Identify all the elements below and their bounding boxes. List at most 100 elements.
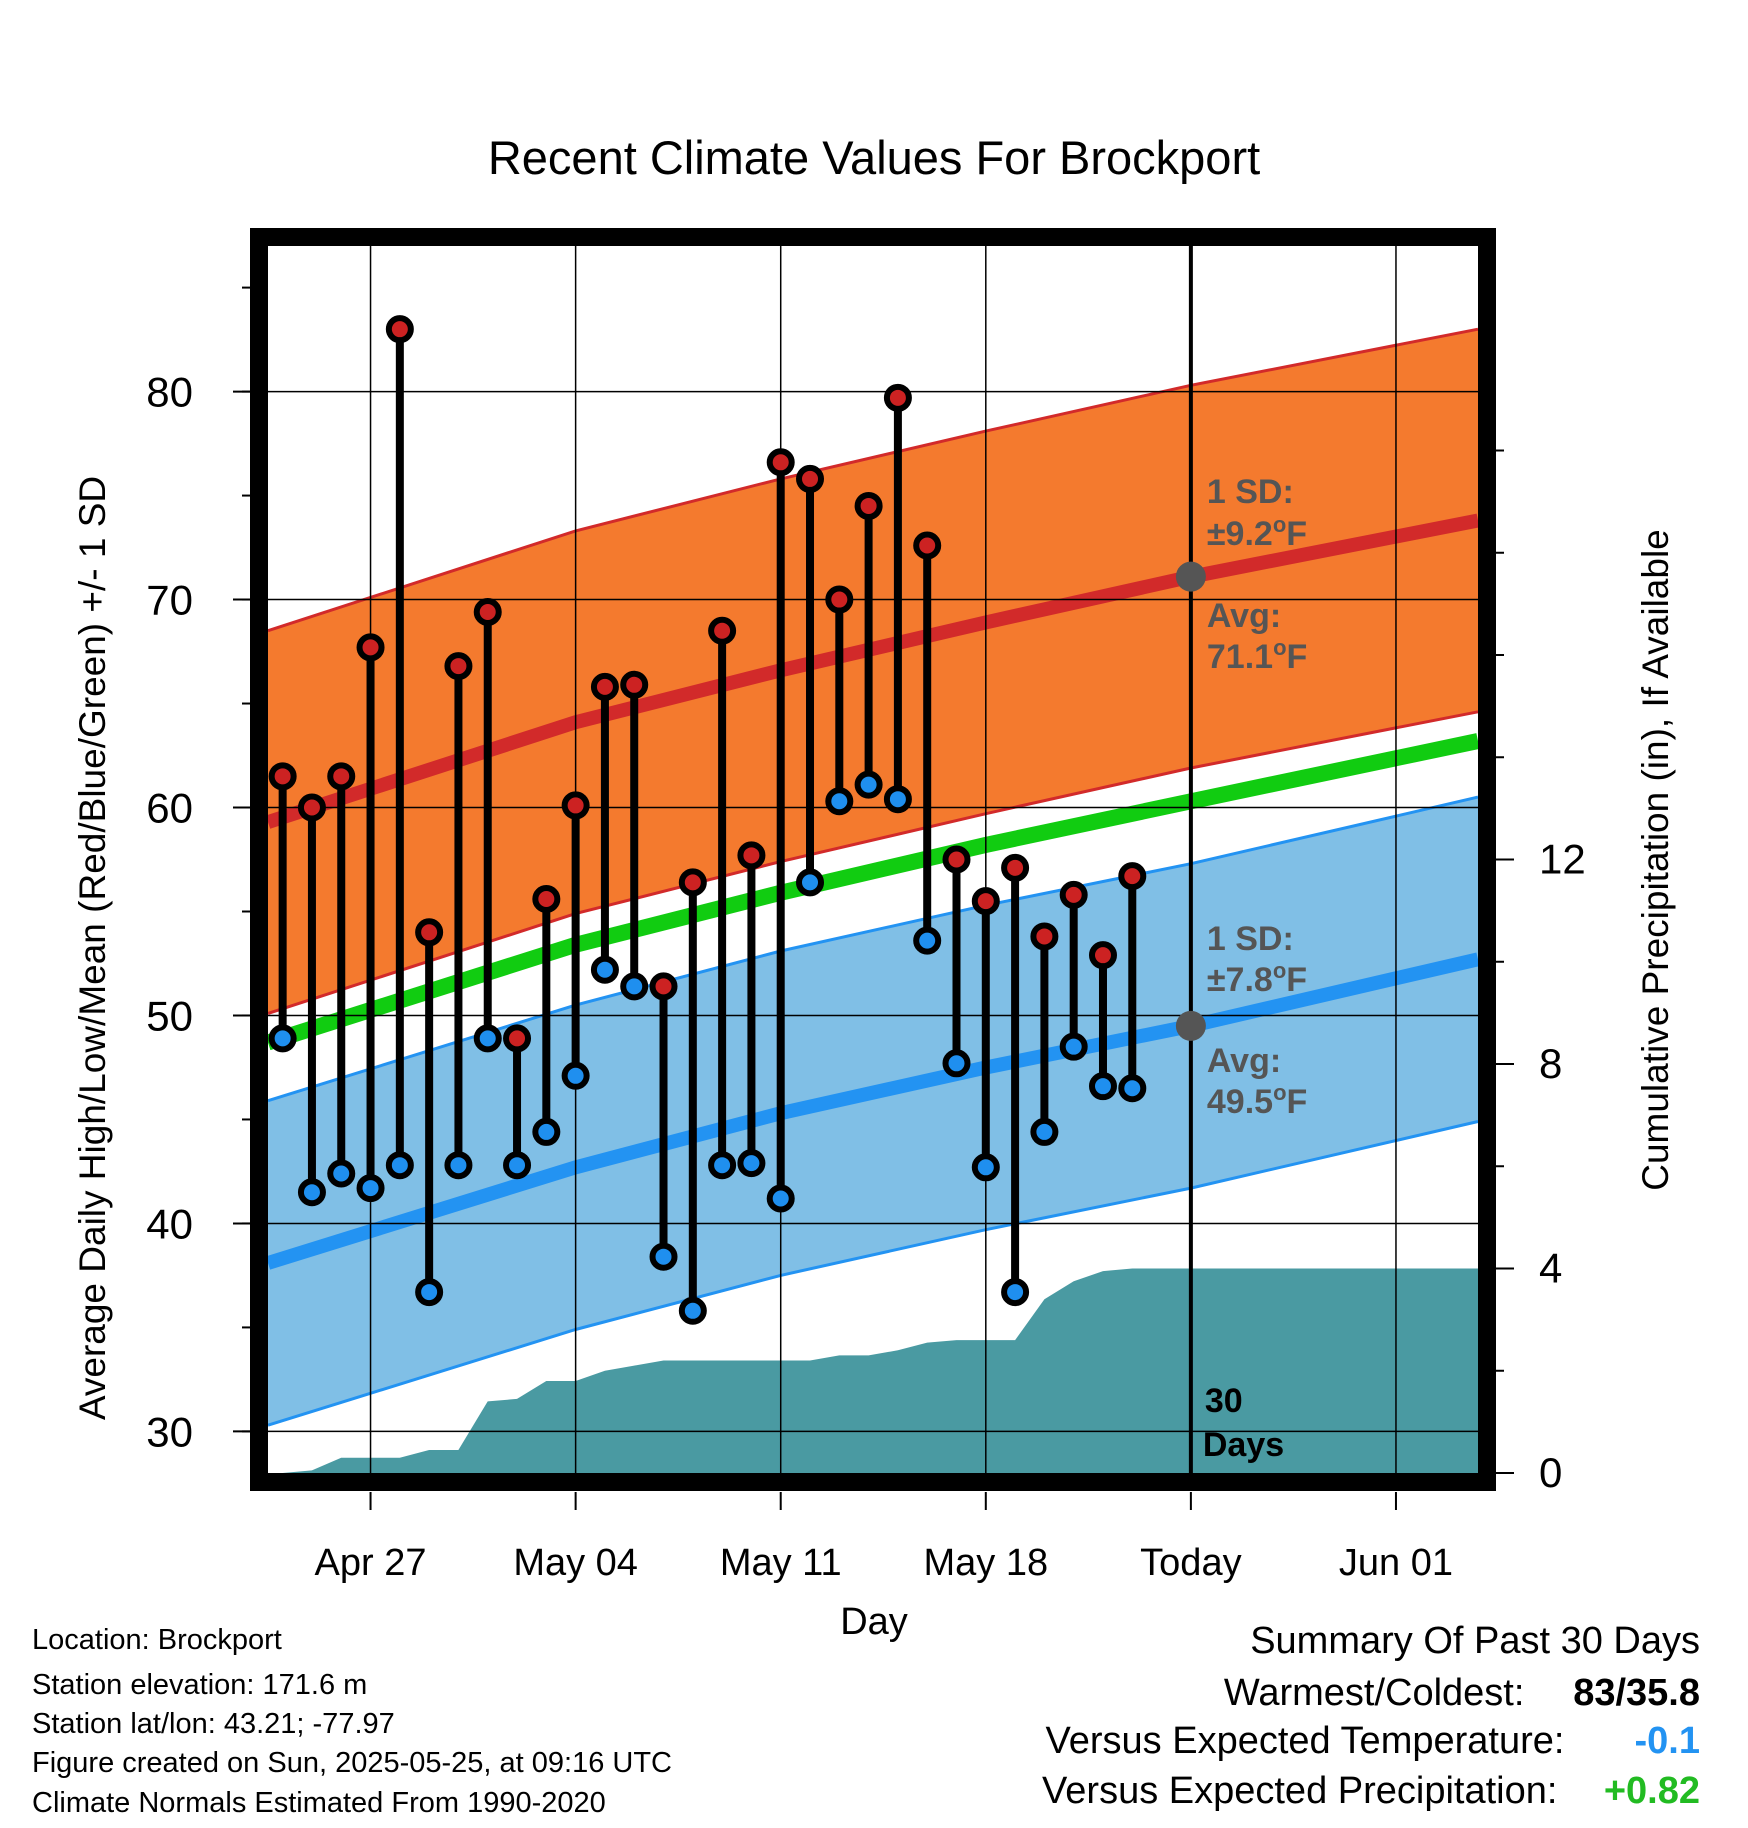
warmest-label: Warmest/Coldest: bbox=[1223, 1672, 1525, 1714]
low-avg-value: 49.5oF bbox=[1207, 1080, 1307, 1121]
daily-high-point bbox=[1030, 922, 1059, 951]
high-sd-band bbox=[268, 329, 1478, 1014]
daily-low-point bbox=[1030, 1117, 1059, 1146]
daily-low-point bbox=[297, 1178, 326, 1207]
daily-low-point bbox=[1088, 1072, 1117, 1101]
low-sd-lower-line bbox=[267, 1120, 1479, 1427]
daily-high-point bbox=[473, 598, 502, 627]
high-sd-value: ±9.2oF bbox=[1207, 512, 1307, 553]
daily-high-point bbox=[766, 448, 795, 477]
location-info: Location: Brockport bbox=[32, 1624, 282, 1656]
high-sd-lower-line bbox=[267, 710, 1479, 1015]
daily-high-point bbox=[532, 885, 561, 914]
daily-low-point bbox=[473, 1024, 502, 1053]
daily-high-point bbox=[590, 672, 619, 701]
daily-low-point bbox=[796, 868, 825, 897]
window-label-days: Days bbox=[1203, 1426, 1284, 1464]
daily-low-point bbox=[883, 785, 912, 814]
daily-low-point bbox=[620, 972, 649, 1001]
y-tick-label: 40 bbox=[146, 1200, 193, 1247]
warmest-value: 83/35.8 bbox=[1573, 1672, 1700, 1714]
daily-low-point bbox=[649, 1242, 678, 1271]
daily-low-point bbox=[561, 1061, 590, 1090]
high-avg-value: 71.1oF bbox=[1207, 635, 1307, 676]
y2-axis-title: Cumulative Precipitation (in), If Availa… bbox=[1635, 529, 1676, 1191]
y2-tick-label: 8 bbox=[1539, 1040, 1562, 1087]
daily-high-point bbox=[327, 762, 356, 791]
daily-high-point bbox=[796, 464, 825, 493]
high-avg-label: Avg: bbox=[1207, 597, 1281, 635]
plot-frame bbox=[250, 228, 1496, 1491]
temp-label: Versus Expected Temperature: bbox=[1045, 1720, 1565, 1762]
daily-low-point bbox=[385, 1151, 414, 1180]
daily-high-point bbox=[737, 841, 766, 870]
created-info: Figure created on Sun, 2025-05-25, at 09… bbox=[32, 1747, 672, 1779]
daily-high-point bbox=[385, 315, 414, 344]
daily-low-point bbox=[356, 1174, 385, 1203]
y-axis-title: Average Daily High/Low/Mean (Red/Blue/Gr… bbox=[72, 476, 113, 1420]
daily-high-point bbox=[678, 868, 707, 897]
daily-low-point bbox=[444, 1151, 473, 1180]
temp-value: -0.1 bbox=[1634, 1720, 1700, 1762]
y2-tick-label: 12 bbox=[1539, 836, 1586, 883]
daily-high-point bbox=[854, 491, 883, 520]
y2-tick-label: 4 bbox=[1539, 1245, 1562, 1292]
x-tick-label: May 04 bbox=[513, 1542, 638, 1584]
daily-low-point bbox=[913, 926, 942, 955]
daily-low-point bbox=[678, 1296, 707, 1325]
daily-high-point bbox=[297, 793, 326, 822]
daily-high-point bbox=[971, 887, 1000, 916]
x-tick-label: Apr 27 bbox=[315, 1542, 427, 1584]
summary-precip-row: Versus Expected Precipitation: +0.82 bbox=[1042, 1770, 1700, 1813]
daily-high-point bbox=[825, 585, 854, 614]
daily-low-point bbox=[825, 787, 854, 816]
summary-title: Summary Of Past 30 Days bbox=[1250, 1620, 1700, 1662]
daily-low-point bbox=[590, 955, 619, 984]
x-tick-label: Today bbox=[1140, 1542, 1241, 1584]
precip-label: Versus Expected Precipitation: bbox=[1042, 1770, 1558, 1812]
elevation-info: Station elevation: 171.6 m bbox=[32, 1669, 368, 1701]
high-normal-line bbox=[265, 513, 1480, 829]
daily-low-point bbox=[1001, 1278, 1030, 1307]
y-tick-label: 50 bbox=[146, 992, 193, 1039]
daily-high-point bbox=[444, 652, 473, 681]
high-sd-label: 1 SD: bbox=[1207, 473, 1294, 511]
daily-high-point bbox=[1118, 862, 1147, 891]
today-low-avg-marker bbox=[1175, 1010, 1206, 1041]
daily-low-point bbox=[708, 1151, 737, 1180]
low-sd-upper-line bbox=[267, 795, 1479, 1103]
daily-high-point bbox=[883, 383, 912, 412]
daily-high-point bbox=[503, 1024, 532, 1053]
daily-low-point bbox=[854, 770, 883, 799]
y2-tick-label: 0 bbox=[1539, 1449, 1562, 1496]
daily-low-point bbox=[415, 1278, 444, 1307]
x-tick-label: May 18 bbox=[923, 1542, 1048, 1584]
normals-info: Climate Normals Estimated From 1990-2020 bbox=[32, 1787, 606, 1819]
low-sd-label: 1 SD: bbox=[1207, 920, 1294, 958]
daily-low-point bbox=[532, 1117, 561, 1146]
x-tick-label: Jun 01 bbox=[1339, 1542, 1453, 1584]
x-axis-title: Day bbox=[840, 1601, 908, 1643]
high-sd-upper-line bbox=[267, 327, 1479, 633]
precip-value: +0.82 bbox=[1603, 1770, 1700, 1812]
daily-low-point bbox=[268, 1024, 297, 1053]
y-tick-label: 80 bbox=[146, 369, 193, 416]
daily-high-point bbox=[942, 845, 971, 874]
daily-high-point bbox=[708, 616, 737, 645]
low-sd-value: ±7.8oF bbox=[1207, 958, 1307, 999]
daily-low-point bbox=[971, 1153, 1000, 1182]
y-tick-label: 60 bbox=[146, 785, 193, 832]
daily-high-point bbox=[649, 972, 678, 1001]
x-tick-label: May 11 bbox=[720, 1542, 842, 1584]
daily-low-point bbox=[766, 1184, 795, 1213]
daily-low-point bbox=[1059, 1032, 1088, 1061]
daily-low-point bbox=[327, 1159, 356, 1188]
summary-temp-row: Versus Expected Temperature: -0.1 bbox=[1046, 1720, 1700, 1763]
daily-low-point bbox=[942, 1049, 971, 1078]
daily-high-point bbox=[1088, 941, 1117, 970]
window-label-number: 30 bbox=[1205, 1382, 1243, 1420]
daily-high-point bbox=[913, 531, 942, 560]
today-high-avg-marker bbox=[1175, 561, 1206, 592]
latlon-info: Station lat/lon: 43.21; -77.97 bbox=[32, 1708, 395, 1740]
